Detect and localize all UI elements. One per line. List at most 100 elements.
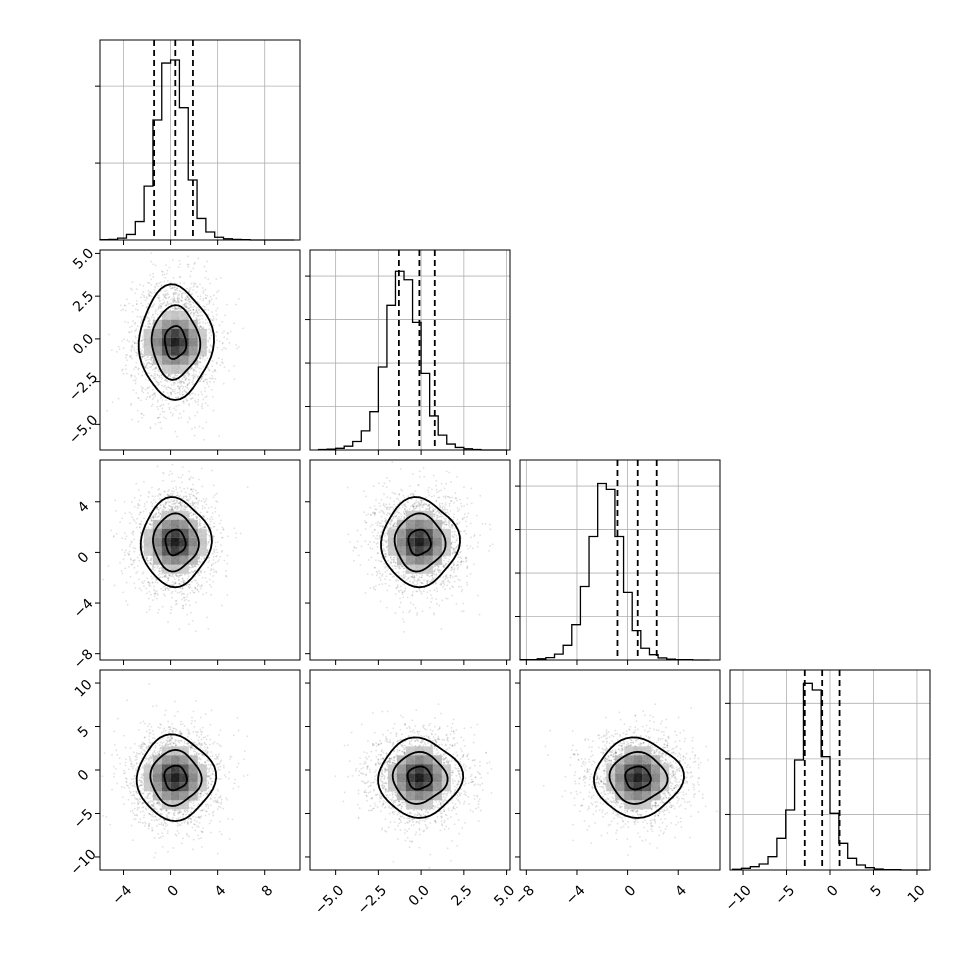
scatter-point [174,301,177,304]
scatter-point [199,324,201,327]
scatter-point [223,336,226,339]
scatter-point [148,492,151,494]
scatter-point [201,375,204,378]
scatter-point [157,515,160,518]
scatter-point [123,551,126,554]
scatter-point [194,570,197,573]
scatter-point [190,570,193,573]
scatter-point [154,501,157,504]
scatter-point [189,476,192,479]
scatter-point [210,563,213,566]
scatter-point [148,386,151,388]
scatter-point [178,290,181,292]
scatter-point [432,578,435,581]
scatter-point [167,386,169,389]
scatter-point [151,505,154,508]
scatter-point [206,381,208,384]
scatter-point [192,308,195,311]
scatter-point [191,619,194,622]
scatter-point [430,495,433,498]
scatter-point [121,572,124,575]
scatter-point [178,628,181,630]
scatter-point [130,349,133,352]
scatter-point [166,493,169,496]
scatter-point [181,292,184,295]
scatter-point [153,368,156,370]
scatter-point [204,288,207,291]
scatter-point [179,275,182,278]
scatter-point [235,536,237,539]
scatter-point [133,538,136,541]
scatter-point [129,287,132,290]
scatter-point [160,374,163,376]
scatter-point [389,561,392,564]
scatter-point [140,520,143,523]
scatter-point [199,325,202,328]
scatter-point [390,526,393,529]
scatter-point [131,346,134,348]
scatter-point [214,541,217,544]
scatter-point [151,566,154,568]
scatter-point [180,299,182,302]
scatter-point [139,348,142,350]
panel-content [106,252,245,480]
scatter-point [159,310,162,313]
scatter-point [147,312,150,315]
scatter-point [165,294,168,296]
scatter-point [419,504,422,506]
density-cell [152,546,162,556]
scatter-point [398,566,400,569]
scatter-point [192,315,195,317]
scatter-point [192,513,195,515]
scatter-point [171,506,174,509]
scatter-point [212,315,214,318]
density-cell [170,564,180,574]
scatter-point [235,303,237,306]
scatter-point [168,494,170,497]
scatter-point [193,263,196,265]
scatter-point [183,580,185,583]
scatter-point [174,502,176,505]
scatter-point [135,303,138,306]
scatter-point [133,505,136,508]
scatter-point [163,280,166,283]
hist-panel-3 [725,669,931,875]
scatter-point [384,556,387,559]
scatter-point [192,285,195,288]
scatter-point [133,566,136,569]
scatter-point [216,528,219,531]
scatter-point [200,377,203,380]
scatter-point [196,582,199,584]
scatter-point [203,359,206,361]
scatter-point [183,282,186,285]
scatter-point [184,298,186,301]
scatter-point [183,593,186,595]
scatter-point [191,293,194,295]
scatter-point [199,295,202,298]
scatter-point [171,388,174,391]
scatter-point [170,508,173,510]
scatter-point [450,524,453,526]
scatter-point [181,502,184,504]
density-cell [161,337,171,347]
scatter-point [134,382,137,385]
scatter-point [199,571,202,574]
scatter-point [147,302,150,305]
scatter-point [159,300,161,303]
scatter-point [135,352,138,354]
scatter-point [167,577,169,580]
scatter-point [180,506,183,508]
scatter-point [185,495,188,498]
scatter-point [150,559,153,562]
scatter-point [177,266,180,269]
scatter-point [110,349,113,352]
scatter-point [178,574,181,577]
scatter-point [145,587,148,590]
scatter-point [142,478,144,480]
scatter-point [153,377,156,380]
scatter-point [128,545,131,548]
scatter-point [170,391,172,394]
scatter-point [149,362,152,365]
scatter-point [379,600,382,603]
scatter-point [179,504,182,507]
